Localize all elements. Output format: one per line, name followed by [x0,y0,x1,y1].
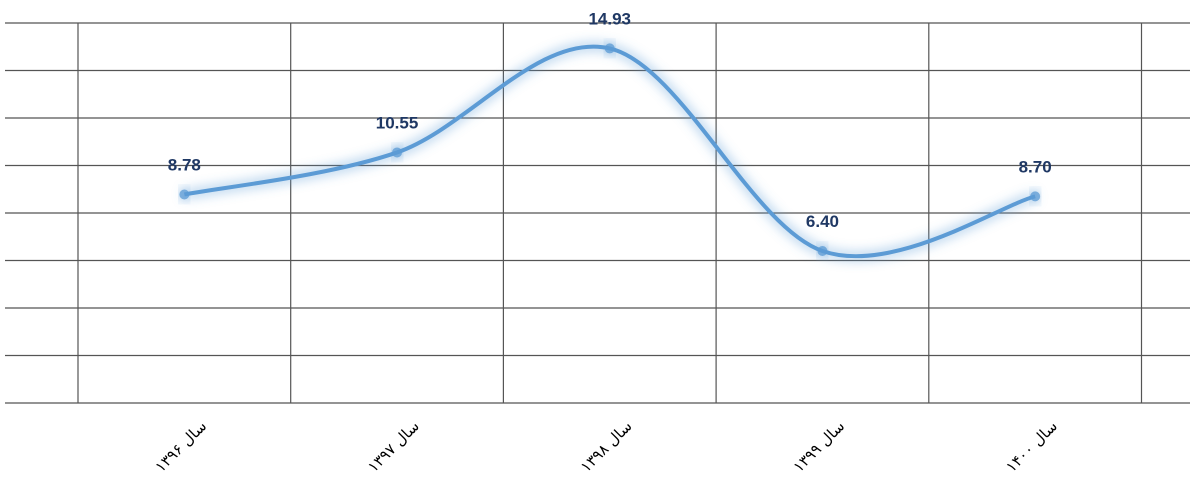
x-tick-label: سال ۱۳۹۸ [577,417,636,476]
data-label: 10.55 [376,113,419,132]
data-label: 8.78 [168,155,201,174]
line [183,44,1036,259]
x-tick-label: سال ۱۳۹۹ [790,417,849,476]
point [817,246,828,256]
x-tick-label: سال ۱۴۰۰ [1002,417,1061,476]
x-tick-label: سال ۱۳۹۶ [151,417,210,476]
data-label: 8.70 [1019,157,1052,176]
point [604,43,615,54]
x-tick-label: سال ۱۳۹۷ [364,417,423,476]
point [179,189,190,200]
data-label: 6.40 [806,212,839,231]
point [1030,191,1041,202]
point [392,147,403,158]
data-label: 14.93 [588,9,631,28]
